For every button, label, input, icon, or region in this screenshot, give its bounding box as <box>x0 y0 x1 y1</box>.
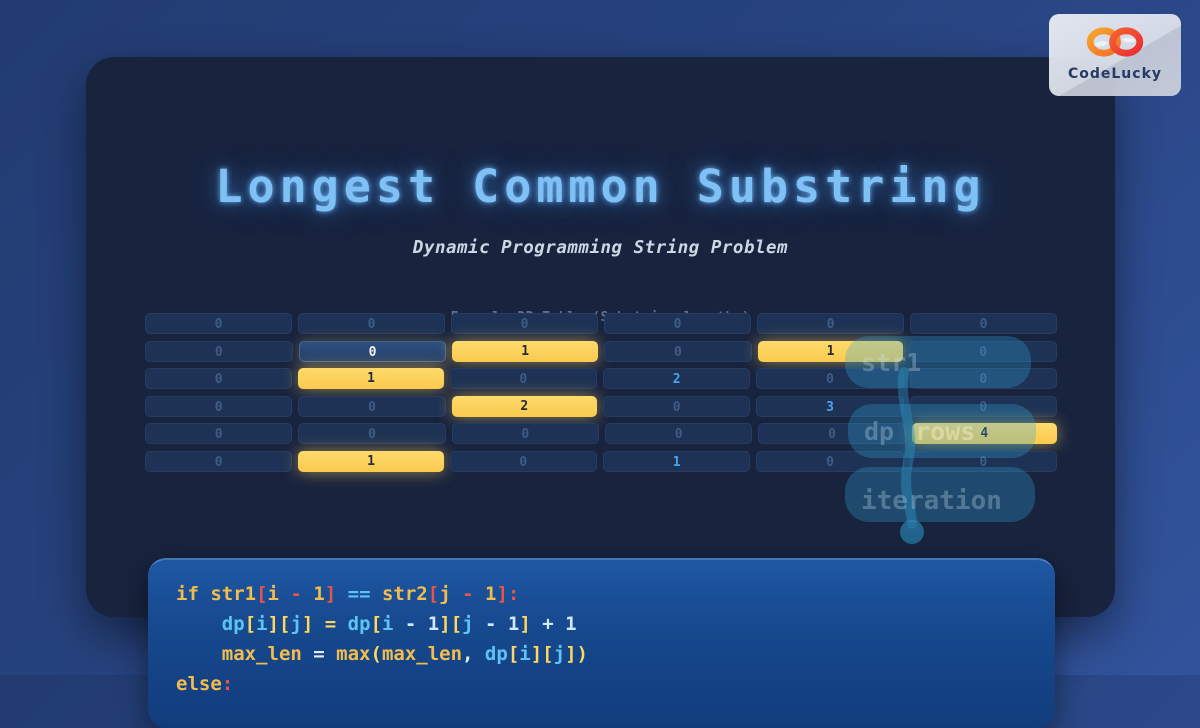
dp-cell: 0 <box>604 423 753 444</box>
dp-cell: 0 <box>909 395 1057 417</box>
dp-cell: 0 <box>758 423 906 444</box>
dp-cell: 0 <box>145 368 293 389</box>
dp-cell: 0 <box>145 313 292 334</box>
code-block: if str1[i - 1] == str2[j - 1]: dp[i][j] … <box>148 558 1055 728</box>
dp-cell: 0 <box>145 340 293 362</box>
dp-cell: 0 <box>449 368 597 389</box>
dp-cell: 0 <box>756 368 904 389</box>
dp-cell: 0 <box>449 450 597 472</box>
dp-cell: 4 <box>911 423 1057 444</box>
dp-cell: 0 <box>145 395 293 417</box>
infinity-icon <box>1086 27 1144 57</box>
dp-cell: 0 <box>909 368 1057 389</box>
dp-cell: 1 <box>298 450 444 472</box>
dp-cell: 0 <box>604 313 751 334</box>
dp-cell: 2 <box>451 395 597 417</box>
code-lines: if str1[i - 1] == str2[j - 1]: dp[i][j] … <box>176 582 1055 702</box>
dp-cell: 1 <box>298 368 444 389</box>
dp-cell: 0 <box>145 423 293 444</box>
code-line: max_len = max(max_len, dp[i][j]) <box>176 643 588 665</box>
dp-cell: 0 <box>298 423 446 444</box>
dp-cell: 0 <box>757 313 904 334</box>
dp-cell: 0 <box>298 313 445 334</box>
page-title: Longest Common Substring <box>215 160 986 213</box>
slide-panel: Longest Common Substring Dynamic Program… <box>86 57 1115 617</box>
dp-cell: 0 <box>298 395 446 417</box>
brand-logo-card: CodeLucky <box>1049 14 1181 96</box>
dp-cell: 0 <box>145 450 293 472</box>
code-line: if str1[i - 1] == str2[j - 1]: <box>176 583 520 605</box>
dp-cell: 0 <box>909 450 1057 472</box>
dp-cell: 1 <box>602 450 751 472</box>
code-line: dp[i][j] = dp[i - 1][j - 1] + 1 <box>176 613 577 635</box>
dp-cell: 0 <box>604 340 752 362</box>
dp-cell: 0 <box>602 395 751 417</box>
dp-cell: 1 <box>452 340 599 362</box>
brand-name: CodeLucky <box>1067 66 1163 82</box>
dp-cell: 0 <box>298 340 447 362</box>
code-line: else: <box>176 673 234 695</box>
dp-cell: 0 <box>451 313 598 334</box>
dp-cell: 0 <box>909 340 1058 362</box>
dp-cell: 0 <box>756 450 904 472</box>
dp-cell: 0 <box>451 423 599 444</box>
dp-cell: 2 <box>602 368 751 389</box>
page-subtitle: Dynamic Programming String Problem <box>412 238 789 258</box>
dp-cell: 1 <box>757 340 904 362</box>
dp-cell: 3 <box>756 395 904 417</box>
dp-cell: 0 <box>910 313 1057 334</box>
